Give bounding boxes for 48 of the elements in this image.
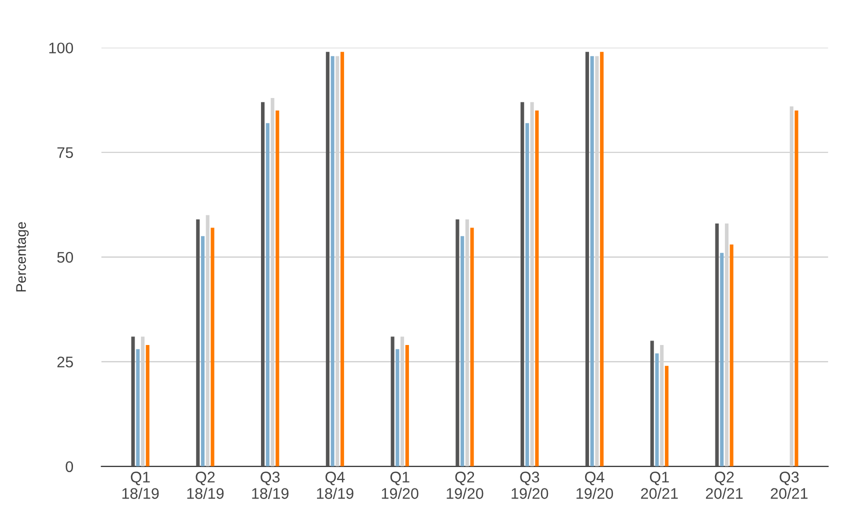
x-tick-label: Q1 20/21 [641, 472, 678, 499]
bar [136, 349, 140, 466]
bar [326, 52, 330, 466]
x-tick-label: Q2 18/19 [187, 472, 224, 499]
x-tick-label: Q3 18/19 [252, 472, 288, 499]
bar [261, 102, 265, 466]
bar [520, 102, 524, 466]
x-tick-label: Q1 18/19 [122, 472, 159, 499]
bar [720, 252, 724, 466]
bar [196, 219, 200, 466]
bar [146, 344, 150, 466]
bar [715, 224, 719, 466]
bar [276, 110, 280, 466]
bar [330, 56, 334, 466]
bar [794, 110, 798, 466]
x-tick-label: Q1 19/20 [382, 472, 418, 499]
bar [340, 52, 344, 466]
bar [650, 340, 654, 466]
bar [210, 228, 214, 466]
bar [456, 219, 460, 466]
x-tick-label: Q3 20/21 [770, 472, 808, 499]
bar [396, 349, 400, 466]
y-tick-label: 75 [57, 147, 73, 158]
bar [525, 123, 529, 466]
y-tick-label: 0 [66, 461, 74, 472]
bar [535, 110, 539, 466]
bar [405, 344, 409, 466]
bar [585, 52, 590, 466]
bar [600, 52, 604, 466]
bar [655, 353, 659, 466]
bar [664, 366, 668, 466]
bar [460, 236, 464, 466]
x-tick-label: Q3 19/20 [512, 472, 548, 499]
y-tick-label: 25 [57, 356, 73, 368]
bar [590, 56, 594, 466]
bar [470, 228, 474, 466]
bar [200, 236, 205, 466]
x-tick-label: Q4 18/19 [317, 472, 354, 499]
bar [266, 123, 270, 466]
x-tick-label: Q2 19/20 [446, 472, 484, 499]
y-tick-label: 100 [49, 42, 74, 54]
y-tick-label: 50 [57, 252, 74, 263]
bar [390, 336, 394, 466]
y-axis-title: Percentage [16, 222, 29, 292]
bar [730, 244, 734, 466]
x-tick-label: Q2 20/21 [706, 472, 743, 499]
x-tick-label: Q4 19/20 [576, 472, 614, 499]
bar [131, 336, 135, 466]
